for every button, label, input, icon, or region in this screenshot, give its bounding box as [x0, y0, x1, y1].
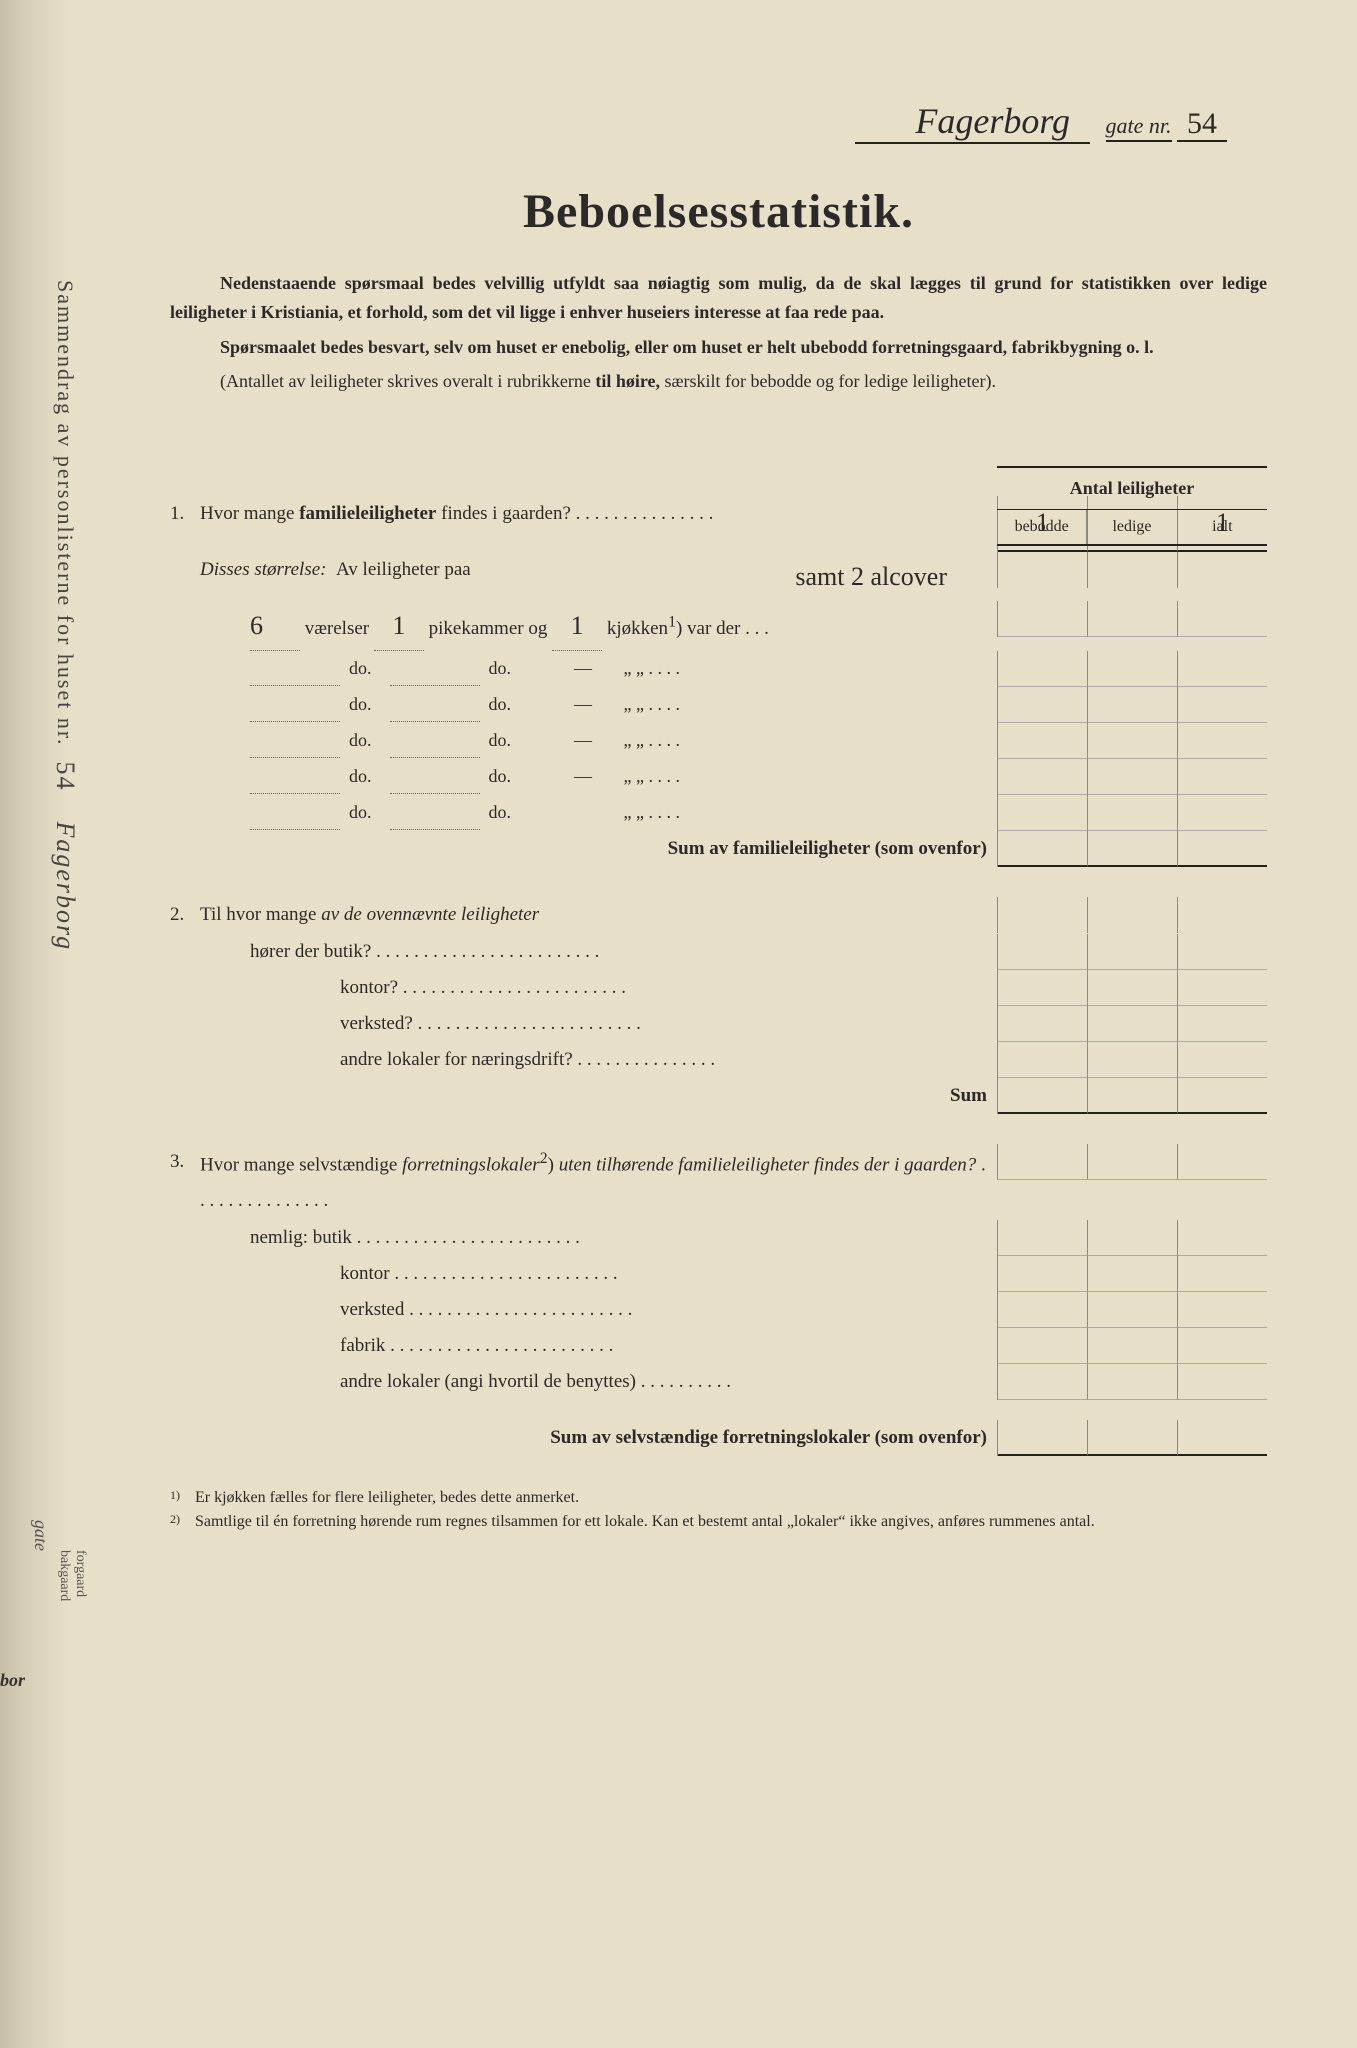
form-page: Fagerborg gate nr. 54 Beboelsesstatistik… — [80, 40, 1317, 2008]
q3-fabrik: fabrik . . . . . . . . . . . . . . . . .… — [170, 1328, 1267, 1364]
street-name-handwritten: Fagerborg — [855, 100, 1090, 144]
form-title: Beboelsesstatistik. — [170, 184, 1267, 239]
col-ialt: ialt — [1177, 510, 1267, 544]
q3-verksted: verksted . . . . . . . . . . . . . . . .… — [170, 1292, 1267, 1328]
intro-text: Nedenstaaende spørsmaal bedes velvillig … — [170, 269, 1267, 396]
footnotes: 1) Er kjøkken fælles for flere leilighet… — [170, 1486, 1267, 1534]
q3-kontor: kontor . . . . . . . . . . . . . . . . .… — [170, 1256, 1267, 1292]
q3-butik: nemlig: butik . . . . . . . . . . . . . … — [170, 1220, 1267, 1256]
q3-andre: andre lokaler (angi hvortil de benyttes)… — [170, 1364, 1267, 1400]
side-vertical-text: Sammendrag av personlisterne for huset n… — [50, 280, 80, 951]
q2-andre: andre lokaler for næringsdrift? . . . . … — [170, 1042, 1267, 1078]
q1-size-row: 6 værelser 1 pikekammer og 1 kjøkken1) v… — [170, 601, 1267, 651]
q2-kontor: kontor? . . . . . . . . . . . . . . . . … — [170, 970, 1267, 1006]
q2-sum: Sum — [170, 1078, 1267, 1114]
table-header-title: Antal leiligheter — [997, 466, 1267, 510]
q1-do-row: do. do. — „ „ . . . . — [170, 759, 1267, 795]
q1-do-row: do. do. — „ „ . . . . — [170, 687, 1267, 723]
col-ledige: ledige — [1086, 510, 1176, 544]
question-3: 3. Hvor mange selvstændige forretningslo… — [170, 1144, 1267, 1220]
side-bor: bor — [0, 1670, 25, 1691]
q1-do-row: do. do. — „ „ . . . . — [170, 651, 1267, 687]
gate-label: gate nr. — [1106, 113, 1172, 142]
side-gate-text: gate — [30, 1520, 51, 1551]
col-bebodde: bebodde — [997, 510, 1086, 544]
q2-verksted: verksted? . . . . . . . . . . . . . . . … — [170, 1006, 1267, 1042]
q1-sum: Sum av familieleiligheter (som ovenfor) — [170, 831, 1267, 867]
q1-disses: Disses størrelse: Av leiligheter paa sam… — [170, 552, 1267, 601]
q3-sum: Sum av selvstændige forretningslokaler (… — [170, 1420, 1267, 1456]
q2-butik: hører der butik? . . . . . . . . . . . .… — [170, 934, 1267, 970]
q1-do-row: do. do. — „ „ . . . . — [170, 723, 1267, 759]
q1-do-row: do. do. „ „ . . . . — [170, 795, 1267, 831]
table-header: Antal leiligheter bebodde ledige ialt — [997, 466, 1267, 546]
address-header: Fagerborg gate nr. 54 — [170, 100, 1227, 144]
question-2: 2. Til hvor mange av de ovennævnte leili… — [170, 897, 1267, 933]
house-number: 54 — [1177, 107, 1227, 142]
